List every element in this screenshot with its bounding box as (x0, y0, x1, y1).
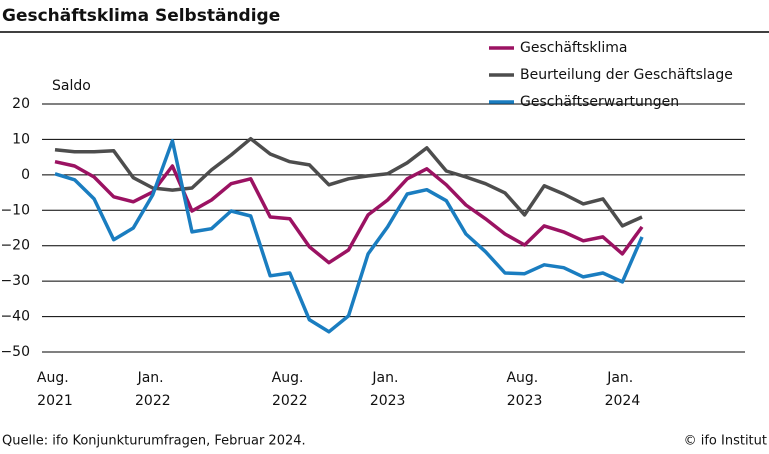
x-tick-label: Jan. 2022 (135, 370, 171, 409)
series-line (54, 136, 643, 228)
y-tick-label: −30 (0, 273, 30, 289)
legend-label: Beurteilung der Geschäftslage (520, 67, 733, 83)
x-tick-label: Jan. 2023 (370, 370, 406, 409)
source-note: Quelle: ifo Konjunkturumfragen, Februar … (2, 434, 306, 449)
y-tick-label: 10 (12, 131, 30, 147)
y-tick-label: −50 (0, 344, 30, 360)
x-tick-label: Aug. 2021 (37, 370, 73, 409)
y-tick-label: 0 (21, 167, 30, 183)
y-tick-label: −40 (0, 309, 30, 325)
x-tick-label: Jan. 2024 (605, 370, 641, 409)
y-tick-label: −20 (0, 238, 30, 254)
legend-label: Geschäftserwartungen (520, 94, 679, 110)
y-axis-label: Saldo (52, 78, 91, 94)
legend-label: Geschäftsklima (520, 40, 627, 56)
y-tick-label: −10 (0, 202, 30, 218)
x-tick-label: Aug. 2023 (506, 370, 542, 409)
y-tick-label: 20 (12, 96, 30, 112)
copyright: © ifo Institut (684, 434, 767, 449)
chart-title: Geschäftsklima Selbständige (2, 6, 280, 26)
series-line (54, 139, 644, 334)
x-tick-label: Aug. 2022 (272, 370, 308, 409)
